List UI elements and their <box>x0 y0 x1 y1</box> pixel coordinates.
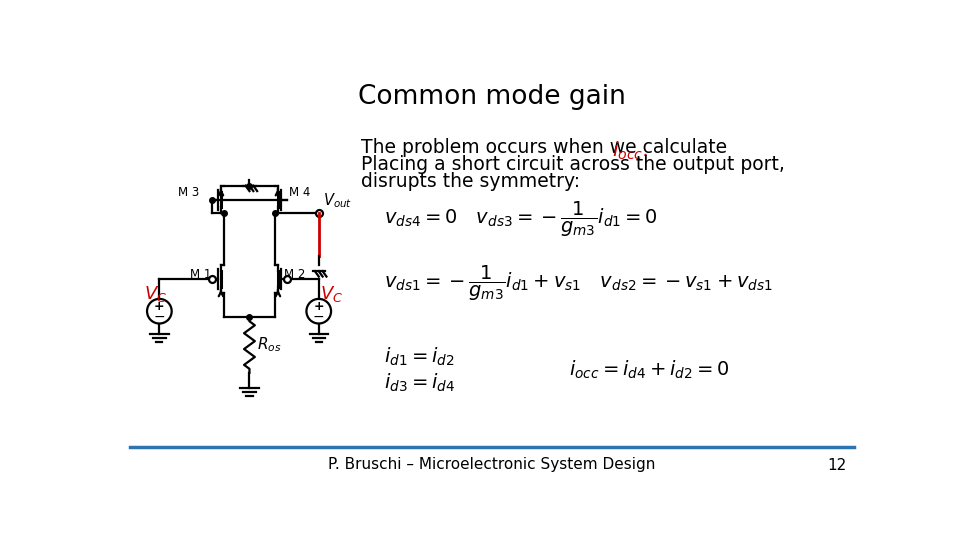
Text: −: − <box>313 309 324 323</box>
Text: P. Bruschi – Microelectronic System Design: P. Bruschi – Microelectronic System Desi… <box>328 457 656 472</box>
Text: M 3: M 3 <box>179 186 200 199</box>
Text: Common mode gain: Common mode gain <box>358 84 626 110</box>
Text: $v_{ds4} = 0 \quad v_{ds3} = -\dfrac{1}{g_{m3}} i_{d1} = 0$: $v_{ds4} = 0 \quad v_{ds3} = -\dfrac{1}{… <box>384 200 658 239</box>
Text: $i_{occ} = i_{d4} + i_{d2} = 0$: $i_{occ} = i_{d4} + i_{d2} = 0$ <box>569 359 730 381</box>
Text: $\mathit{i}_{occ}$.: $\mathit{i}_{occ}$. <box>612 139 648 162</box>
Text: +: + <box>313 300 324 313</box>
Text: $v_{ds1} = -\dfrac{1}{g_{m3}} i_{d1} + v_{s1} \quad v_{ds2} = -v_{s1} + v_{ds1}$: $v_{ds1} = -\dfrac{1}{g_{m3}} i_{d1} + v… <box>384 264 773 302</box>
Text: −: − <box>154 309 165 323</box>
Text: 12: 12 <box>827 457 846 472</box>
Text: +: + <box>154 300 165 313</box>
Text: $i_{d3} = i_{d4}$: $i_{d3} = i_{d4}$ <box>384 372 455 394</box>
Text: M 1: M 1 <box>190 268 212 281</box>
Text: $V_C$: $V_C$ <box>321 284 344 304</box>
Text: disrupts the symmetry:: disrupts the symmetry: <box>361 172 580 191</box>
Text: $V_C$: $V_C$ <box>144 284 167 304</box>
Text: $i_{d1} = i_{d2}$: $i_{d1} = i_{d2}$ <box>384 346 455 368</box>
Text: Placing a short circuit across the output port,: Placing a short circuit across the outpu… <box>361 155 785 174</box>
Text: The problem occurs when we calculate: The problem occurs when we calculate <box>361 138 733 157</box>
Text: $V_{out}$: $V_{out}$ <box>323 192 351 211</box>
Text: M 2: M 2 <box>284 268 305 281</box>
Text: $R_{os}$: $R_{os}$ <box>257 336 281 354</box>
Text: M 4: M 4 <box>289 186 310 199</box>
